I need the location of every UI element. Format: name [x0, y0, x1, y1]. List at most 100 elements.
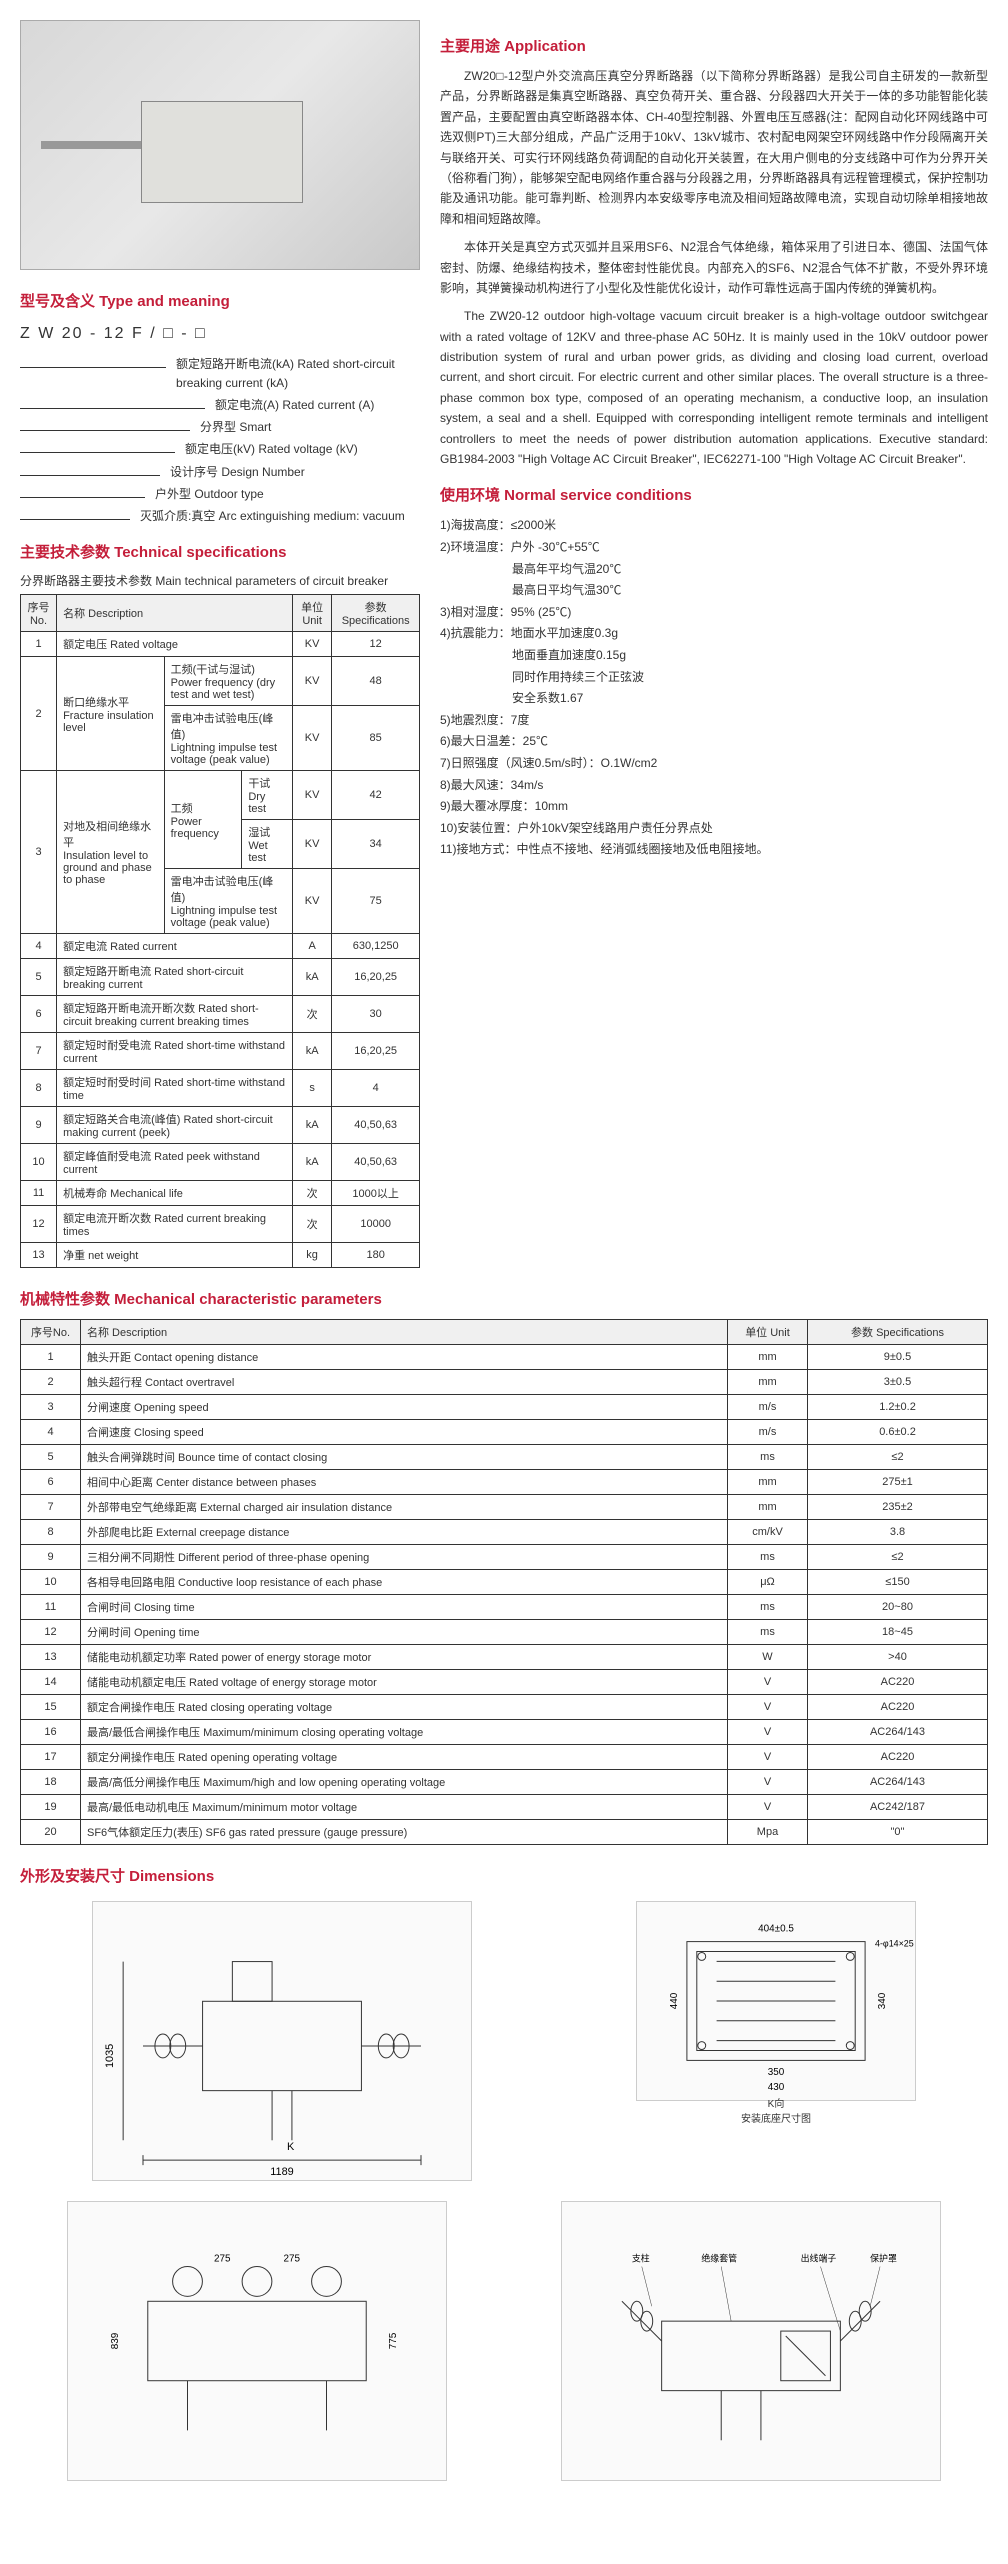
label-pillar: 支柱 [632, 2253, 650, 2264]
side-view-drawing: 839 275 275 775 [67, 2201, 447, 2481]
table-row: 20SF6气体额定压力(表压) SF6 gas rated pressure (… [21, 1820, 988, 1845]
app-paragraph: ZW20□-12型户外交流高压真空分界断路器（以下简称分界断路器）是我公司自主研… [440, 66, 988, 229]
mech-params-table: 序号No. 名称 Description 单位 Unit 参数 Specific… [20, 1319, 988, 1845]
type-line: 设计序号 Design Number [20, 463, 420, 482]
type-line: 额定电流(A) Rated current (A) [20, 396, 420, 415]
condition-item: 7)日照强度（风速0.5m/s时）：O.1W/cm2 [440, 753, 988, 775]
k-arrow: K [287, 2141, 295, 2153]
right-column: 主要用途 Application ZW20□-12型户外交流高压真空分界断路器（… [440, 20, 988, 1268]
type-code: Z W 20 - 12 F / □ - □ [20, 321, 420, 347]
table-row: 18最高/高低分闸操作电压 Maximum/high and low openi… [21, 1770, 988, 1795]
table-row: 5额定短路开断电流 Rated short-circuit breaking c… [21, 959, 420, 996]
type-line: 额定短路开断电流(kA) Rated short-circuit breakin… [20, 355, 420, 393]
table-row: 7外部带电空气绝缘距离 External charged air insulat… [21, 1495, 988, 1520]
table-row: 10额定峰值耐受电流 Rated peek withstand currentk… [21, 1144, 420, 1181]
base-plate-drawing: 404±0.5 4-φ14×25 440 340 350 430 K向 安装底座… [636, 1901, 916, 2101]
condition-item: 11)接地方式：中性点不接地、经消弧线圈接地及低电阻接地。 [440, 839, 988, 861]
label-cover: 保护罩 [870, 2253, 897, 2264]
condition-item: 9)最大覆冰厚度：10mm [440, 796, 988, 818]
application-title: 主要用途 Application [440, 35, 988, 56]
condition-item: 2)环境温度：户外 -30℃+55℃ [440, 537, 988, 559]
table-row: 8外部爬电比距 External creepage distancecm/kV3… [21, 1520, 988, 1545]
table-row: 19最高/最低电动机电压 Maximum/minimum motor volta… [21, 1795, 988, 1820]
col-desc: 名称 Description [57, 595, 293, 632]
label-bushing: 绝缘套管 [701, 2253, 737, 2264]
table-row: 1额定电压 Rated voltageKV12 [21, 632, 420, 657]
condition-item: 同时作用持续三个正弦波 [440, 667, 988, 689]
dimensions-section: 外形及安装尺寸 Dimensions 1189 [20, 1865, 988, 2481]
table-row: 10各相导电回路电阻 Conductive loop resistance of… [21, 1570, 988, 1595]
mech-params-section: 机械特性参数 Mechanical characteristic paramet… [20, 1288, 988, 1845]
left-column: 型号及含义 Type and meaning Z W 20 - 12 F / □… [20, 20, 420, 1268]
dim-275a: 275 [214, 2254, 231, 2265]
type-line: 户外型 Outdoor type [20, 485, 420, 504]
type-line: 分界型 Smart [20, 418, 420, 437]
tech-specs-title: 主要技术参数 Technical specifications [20, 541, 420, 562]
condition-item: 8)最大风速：34m/s [440, 775, 988, 797]
table-row: 5触头合闸弹跳时间 Bounce time of contact closing… [21, 1445, 988, 1470]
table-row: 9额定短路关合电流(峰值) Rated short-circuit making… [21, 1107, 420, 1144]
dim-430: 430 [768, 2082, 785, 2093]
base-title: K向 安装底座尺寸图 [741, 2095, 811, 2125]
table-row: 8额定短时耐受时间 Rated short-time withstand tim… [21, 1070, 420, 1107]
type-diagram: Z W 20 - 12 F / □ - □ 额定短路开断电流(kA) Rated… [20, 321, 420, 526]
table-row: 2断口绝缘水平 Fracture insulation level工频(干试与湿… [21, 657, 420, 706]
dim-width: 1189 [270, 2166, 293, 2178]
label-terminal: 出线端子 [801, 2253, 837, 2264]
dim-404: 404±0.5 [758, 1924, 794, 1935]
condition-item: 5)地震烈度：7度 [440, 710, 988, 732]
condition-item: 4)抗震能力：地面水平加速度0.3g [440, 623, 988, 645]
condition-item: 最高日平均气温30℃ [440, 580, 988, 602]
main-params-table: 序号No. 名称 Description 单位 Unit 参数 Specific… [20, 594, 420, 1268]
col-unit: 单位 Unit [292, 595, 331, 632]
table-row: 2触头超行程 Contact overtravelmm3±0.5 [21, 1370, 988, 1395]
table-row: 9三相分闸不同期性 Different period of three-phas… [21, 1545, 988, 1570]
condition-item: 10)安装位置：户外10kV架空线路用户责任分界点处 [440, 818, 988, 840]
table-row: 4额定电流 Rated currentA630,1250 [21, 934, 420, 959]
table-row: 1触头开距 Contact opening distancemm9±0.5 [21, 1345, 988, 1370]
table-row: 12额定电流开断次数 Rated current breaking times次… [21, 1206, 420, 1243]
table-row: 15额定合闸操作电压 Rated closing operating volta… [21, 1695, 988, 1720]
table-row: 17额定分闸操作电压 Rated opening operating volta… [21, 1745, 988, 1770]
mech-params-title: 机械特性参数 Mechanical characteristic paramet… [20, 1288, 988, 1309]
col-spec: 参数 Specifications [808, 1320, 988, 1345]
table-row: 11机械寿命 Mechanical life次1000以上 [21, 1181, 420, 1206]
table-row: 12分闸时间 Opening timems18~45 [21, 1620, 988, 1645]
table-row: 6额定短路开断电流开断次数 Rated short-circuit breaki… [21, 996, 420, 1033]
dim-height: 1035 [104, 2044, 116, 2068]
col-no: 序号No. [21, 1320, 81, 1345]
product-image [20, 20, 420, 270]
dim-275b: 275 [283, 2254, 300, 2265]
conditions-list: 1)海拔高度：≤2000米2)环境温度：户外 -30℃+55℃ 最高年平均气温2… [440, 515, 988, 861]
col-unit: 单位 Unit [728, 1320, 808, 1345]
type-meaning-title: 型号及含义 Type and meaning [20, 290, 420, 311]
dimension-drawings: 1189 1035 K [20, 1901, 988, 2481]
dim-839: 839 [110, 2332, 121, 2349]
table-row: 13储能电动机额定功率 Rated power of energy storag… [21, 1645, 988, 1670]
dim-775: 775 [388, 2332, 399, 2349]
assembly-drawing: 支柱 绝缘套管 出线端子 保护罩 [561, 2201, 941, 2481]
table-row: 11合闸时间 Closing timems20~80 [21, 1595, 988, 1620]
dim-440: 440 [669, 1992, 680, 2009]
front-view-drawing: 1189 1035 K [92, 1901, 472, 2181]
condition-item: 3)相对湿度：95% (25℃) [440, 602, 988, 624]
dim-350: 350 [768, 2067, 785, 2078]
table-row: 6相间中心距离 Center distance between phasesmm… [21, 1470, 988, 1495]
col-desc: 名称 Description [81, 1320, 728, 1345]
col-no: 序号No. [21, 595, 57, 632]
dim-340: 340 [877, 1992, 888, 2009]
type-line: 额定电压(kV) Rated voltage (kV) [20, 440, 420, 459]
table-row: 3分闸速度 Opening speedm/s1.2±0.2 [21, 1395, 988, 1420]
conditions-title: 使用环境 Normal service conditions [440, 484, 988, 505]
application-text: ZW20□-12型户外交流高压真空分界断路器（以下简称分界断路器）是我公司自主研… [440, 66, 988, 469]
dim-holes: 4-φ14×25 [875, 1939, 914, 1949]
condition-item: 1)海拔高度：≤2000米 [440, 515, 988, 537]
type-line: 灭弧介质:真空 Arc extinguishing medium: vacuum [20, 507, 420, 526]
condition-item: 最高年平均气温20℃ [440, 559, 988, 581]
table-row: 14储能电动机额定电压 Rated voltage of energy stor… [21, 1670, 988, 1695]
table-row: 4合闸速度 Closing speedm/s0.6±0.2 [21, 1420, 988, 1445]
table-row: 3对地及相间绝缘水平 Insulation level to ground an… [21, 771, 420, 820]
table-row: 16最高/最低合闸操作电压 Maximum/minimum closing op… [21, 1720, 988, 1745]
condition-item: 安全系数1.67 [440, 688, 988, 710]
condition-item: 6)最大日温差：25℃ [440, 731, 988, 753]
